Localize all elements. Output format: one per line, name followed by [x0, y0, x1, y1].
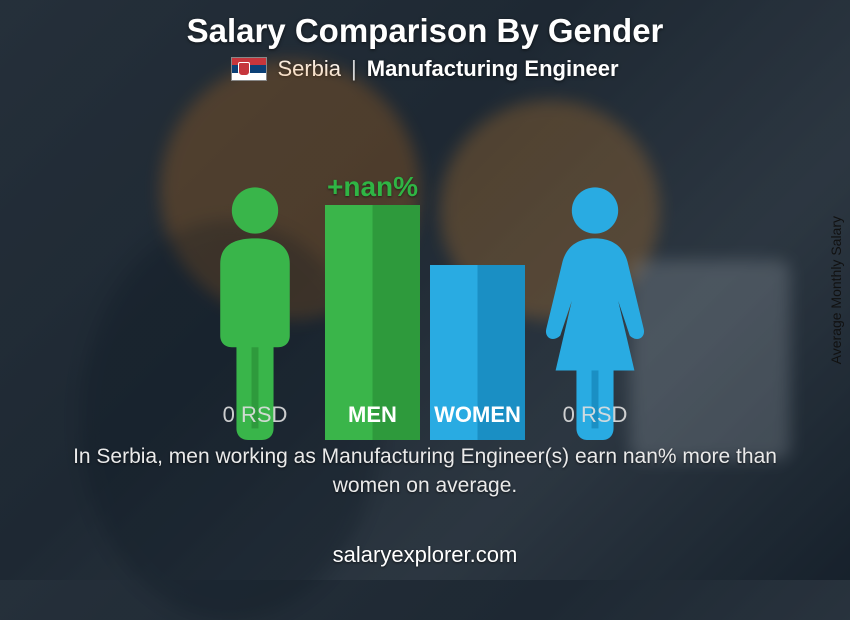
- subtitle-row: Serbia | Manufacturing Engineer: [0, 56, 850, 82]
- women-label: WOMEN: [430, 402, 525, 428]
- flag-icon: [231, 57, 267, 81]
- y-axis-label: Average Monthly Salary: [822, 0, 850, 580]
- men-value: 0 RSD: [185, 402, 325, 428]
- separator: |: [351, 56, 357, 82]
- men-label: MEN: [325, 402, 420, 428]
- women-value: 0 RSD: [525, 402, 665, 428]
- labels-row: 0 RSD MEN WOMEN 0 RSD: [0, 402, 850, 428]
- summary-text: In Serbia, men working as Manufacturing …: [60, 442, 790, 501]
- pct-label: +nan%: [327, 171, 418, 203]
- job-label: Manufacturing Engineer: [367, 56, 619, 82]
- page-title: Salary Comparison By Gender: [0, 0, 850, 50]
- footer-site: salaryexplorer.com: [0, 542, 850, 568]
- gender-chart: +nan%: [0, 110, 850, 440]
